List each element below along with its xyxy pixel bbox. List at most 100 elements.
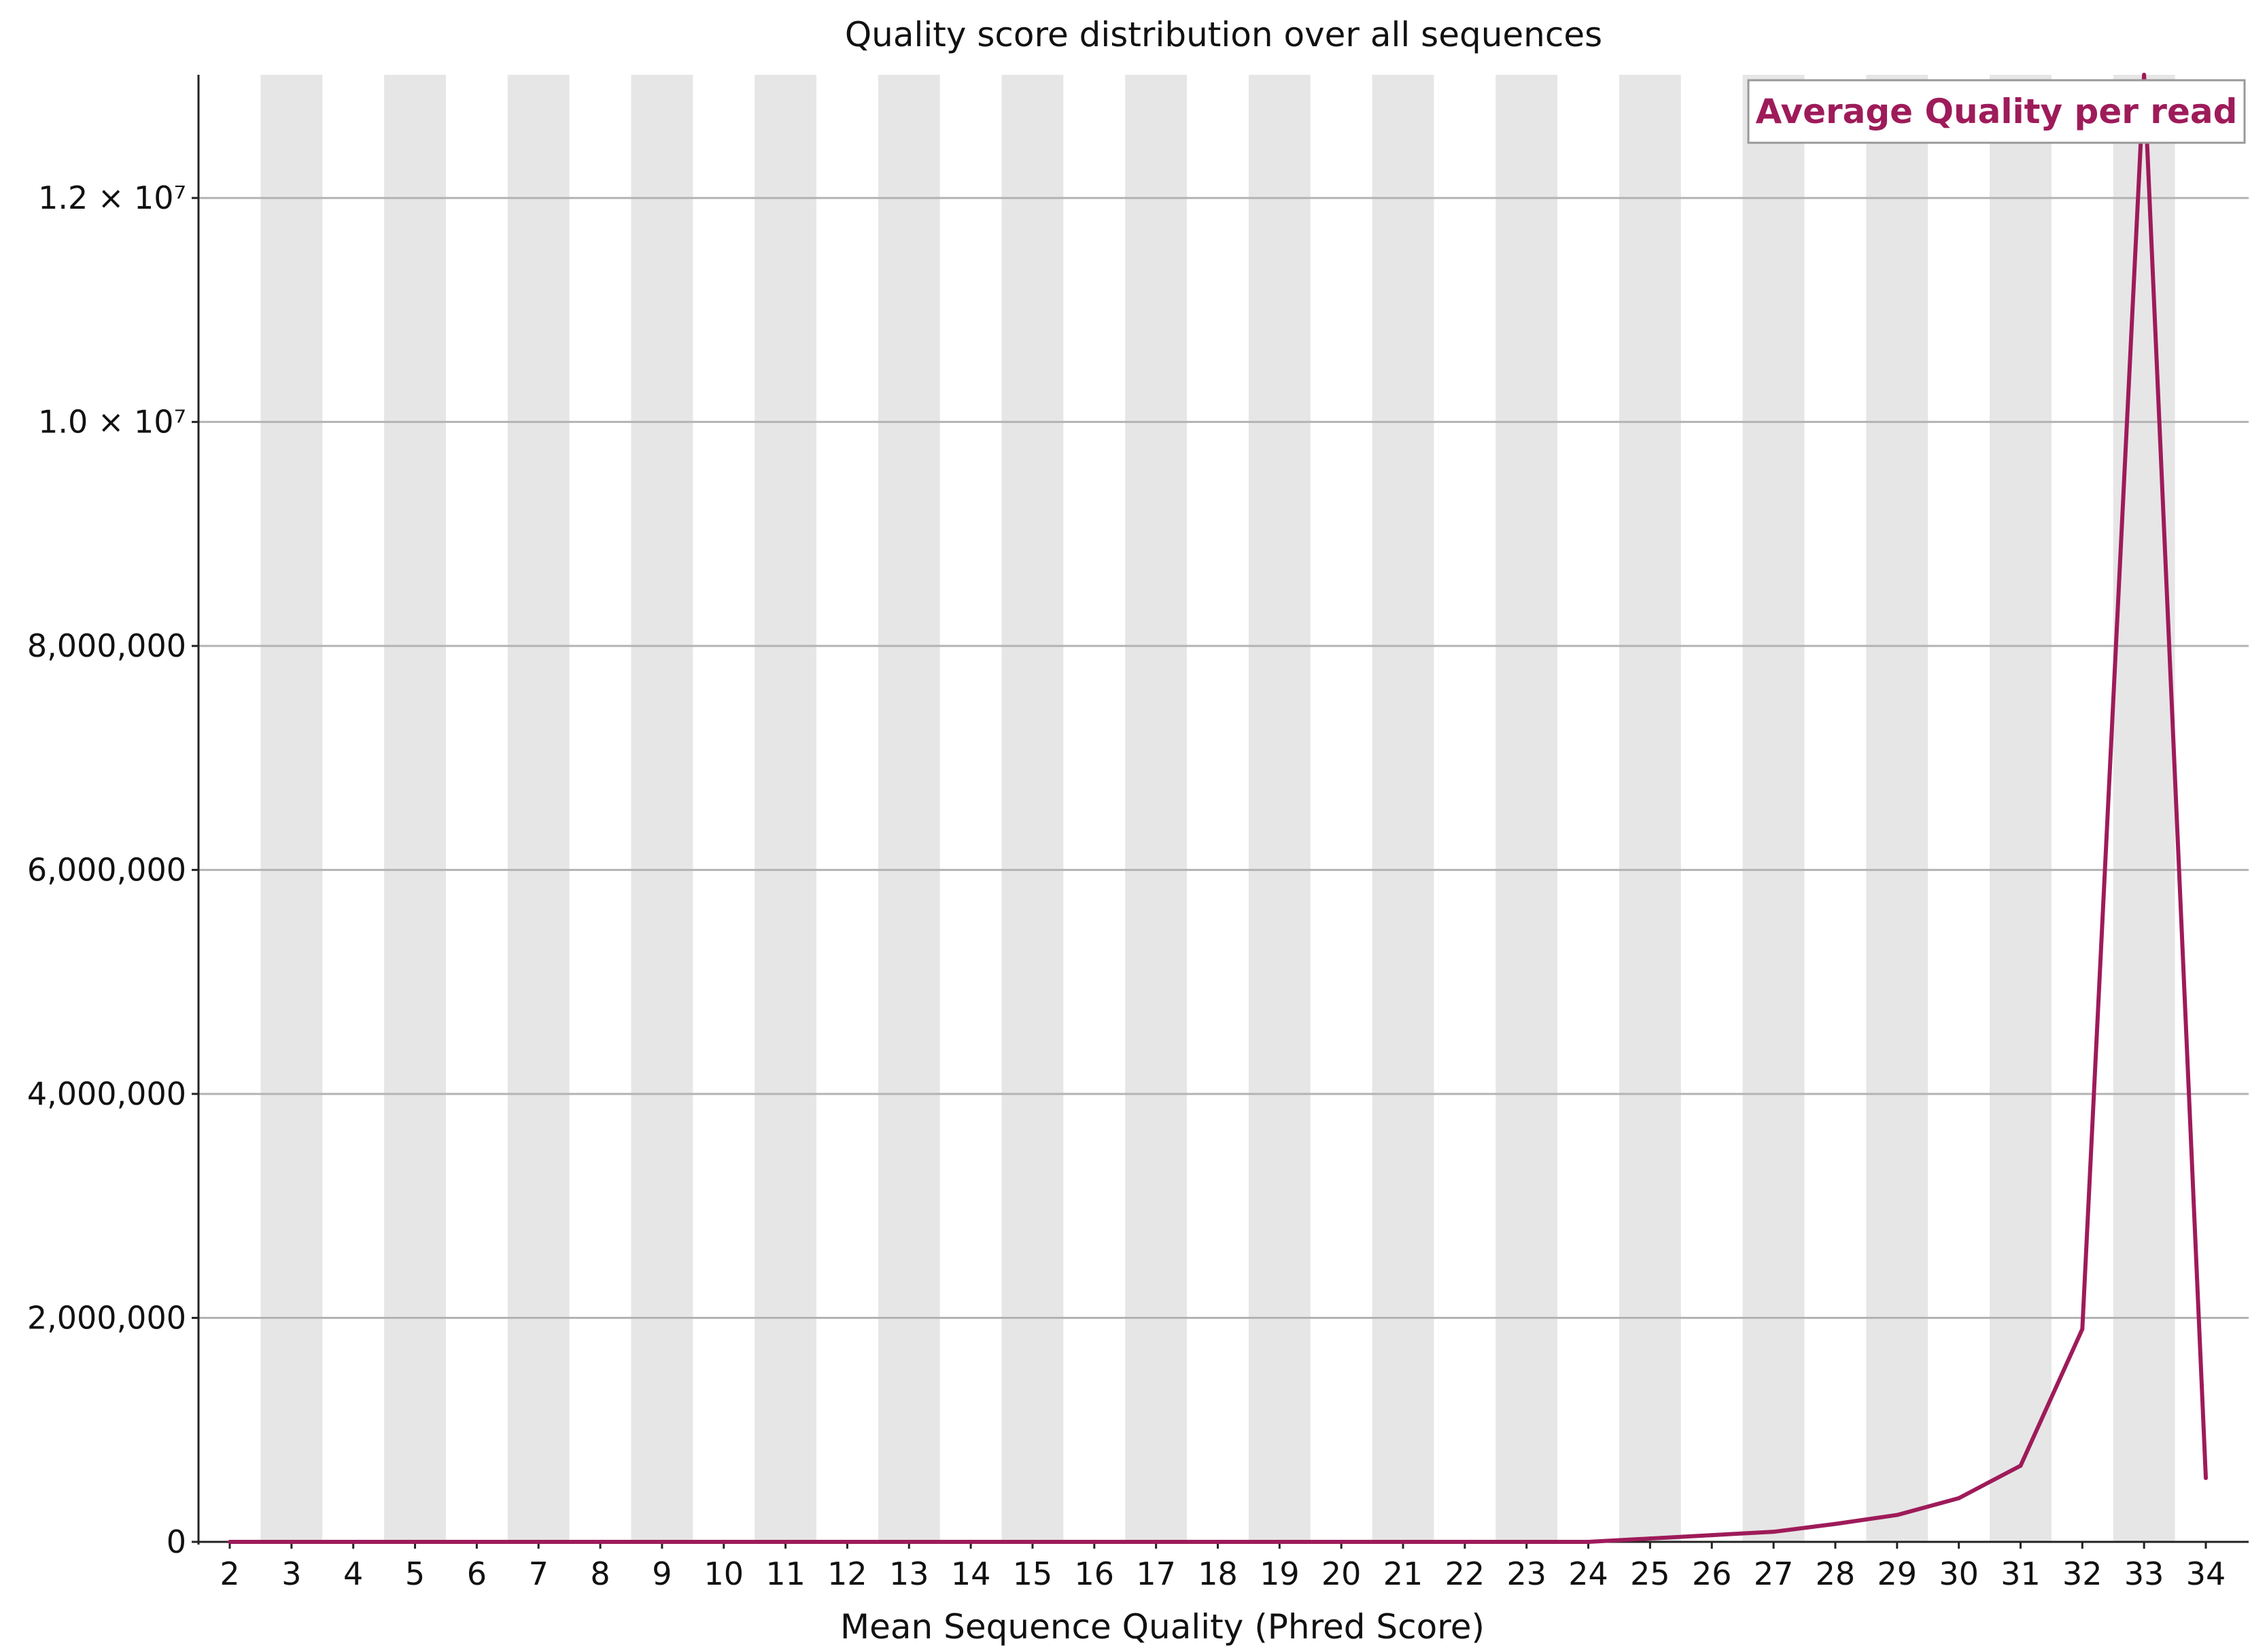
x-tick-label: 14 [951, 1555, 991, 1592]
x-axis-tick-labels: 2 3 4 5 6 7 8 9 10 11 12 13 14 15 16 17 18 19 20 21 22 23 24 25… [220, 1542, 2226, 1592]
band-15 [1001, 75, 1064, 1542]
data-point [228, 1540, 232, 1544]
legend-box [1747, 79, 2246, 144]
data-point [907, 1540, 912, 1544]
band-9 [631, 75, 693, 1542]
x-tick-label: 11 [765, 1555, 806, 1592]
x-tick-label: 34 [2186, 1555, 2226, 1592]
x-tick-label: 16 [1075, 1555, 1115, 1592]
band-25 [1619, 75, 1681, 1542]
y-tick-label: 1.0 × 10⁷ [38, 404, 186, 441]
series-lines [228, 73, 2208, 1544]
data-point [1894, 1513, 1899, 1517]
band-23 [1495, 75, 1558, 1542]
x-tick-label: 30 [1939, 1555, 1979, 1592]
data-point [1154, 1540, 1158, 1544]
data-point [659, 1540, 664, 1544]
x-tick-label: 24 [1568, 1555, 1608, 1592]
data-point [1277, 1540, 1282, 1544]
x-tick-label: 6 [467, 1555, 487, 1592]
data-point [1092, 1540, 1096, 1544]
band-31 [1990, 75, 2052, 1542]
x-tick-label: 31 [2001, 1555, 2041, 1592]
x-tick-label: 33 [2124, 1555, 2164, 1592]
x-tick-label: 17 [1136, 1555, 1176, 1592]
data-point [474, 1540, 479, 1544]
x-tick-label: 12 [827, 1555, 867, 1592]
band-13 [878, 75, 940, 1542]
background-bands [260, 75, 2175, 1542]
data-point [289, 1540, 294, 1544]
band-17 [1125, 75, 1188, 1542]
x-tick-label: 8 [590, 1555, 610, 1592]
x-tick-label: 22 [1445, 1555, 1485, 1592]
band-7 [507, 75, 570, 1542]
data-point [845, 1540, 850, 1544]
band-3 [260, 75, 323, 1542]
band-21 [1372, 75, 1434, 1542]
x-tick-label: 7 [529, 1555, 549, 1592]
x-tick-label: 4 [343, 1555, 363, 1592]
legend-entry: Average Quality per read [1756, 92, 2238, 131]
x-tick-label: 5 [405, 1555, 425, 1592]
x-tick-label: 3 [281, 1555, 301, 1592]
x-tick-label: 13 [889, 1555, 929, 1592]
data-point [598, 1540, 603, 1544]
y-tick-label: 8,000,000 [27, 627, 186, 664]
x-tick-label: 2 [220, 1555, 239, 1592]
data-point [783, 1540, 788, 1544]
data-point [1339, 1540, 1344, 1544]
x-tick-label: 27 [1754, 1555, 1794, 1592]
y-tick-label: 0 [167, 1524, 186, 1560]
data-point [1648, 1536, 1652, 1541]
data-point [536, 1540, 541, 1544]
data-point [1710, 1533, 1714, 1538]
band-27 [1742, 75, 1805, 1542]
data-point [1956, 1496, 1961, 1500]
data-point [1833, 1521, 1837, 1526]
chart-title: Quality score distribution over all sequ… [845, 15, 1602, 54]
x-tick-label: 26 [1692, 1555, 1732, 1592]
y-tick-label: 4,000,000 [27, 1075, 186, 1112]
data-point [2080, 1327, 2085, 1332]
band-29 [1866, 75, 1928, 1542]
x-tick-label: 32 [2062, 1555, 2102, 1592]
data-point [1586, 1540, 1591, 1544]
data-point [1771, 1530, 1776, 1534]
x-tick-label: 10 [704, 1555, 744, 1592]
x-tick-label: 15 [1013, 1555, 1053, 1592]
y-tick-label: 2,000,000 [27, 1300, 186, 1337]
y-tick-label: 1.2 × 10⁷ [38, 179, 186, 216]
x-tick-label: 25 [1630, 1555, 1670, 1592]
data-point [2018, 1463, 2023, 1468]
band-19 [1248, 75, 1311, 1542]
x-tick-label: 18 [1198, 1555, 1238, 1592]
data-point [1030, 1540, 1035, 1544]
axes [197, 75, 2249, 1545]
x-tick-label: 28 [1816, 1555, 1856, 1592]
y-axis-tick-labels: 0 2,000,000 4,000,000 6,000,000 8,000,000 1.0… [27, 179, 198, 1560]
data-point [721, 1540, 726, 1544]
band-33 [2113, 75, 2175, 1542]
data-point [1401, 1540, 1406, 1544]
data-point [969, 1540, 973, 1544]
x-tick-label: 29 [1877, 1555, 1918, 1592]
band-5 [384, 75, 446, 1542]
data-point [2142, 73, 2147, 77]
gridlines [198, 196, 2249, 1320]
data-point [1215, 1540, 1220, 1544]
data-point [351, 1540, 356, 1544]
y-tick-label: 6,000,000 [27, 852, 186, 889]
x-tick-label: 19 [1260, 1555, 1300, 1592]
data-point [1524, 1540, 1529, 1544]
legend: Average Quality per read [1747, 79, 2246, 144]
x-tick-label: 21 [1383, 1555, 1423, 1592]
data-point [413, 1540, 417, 1544]
x-axis-title: Mean Sequence Quality (Phred Score) [840, 1607, 1485, 1647]
x-tick-label: 9 [652, 1555, 672, 1592]
x-tick-label: 23 [1506, 1555, 1546, 1592]
data-point [2204, 1476, 2208, 1481]
band-11 [755, 75, 817, 1542]
x-tick-label: 20 [1321, 1555, 1362, 1592]
